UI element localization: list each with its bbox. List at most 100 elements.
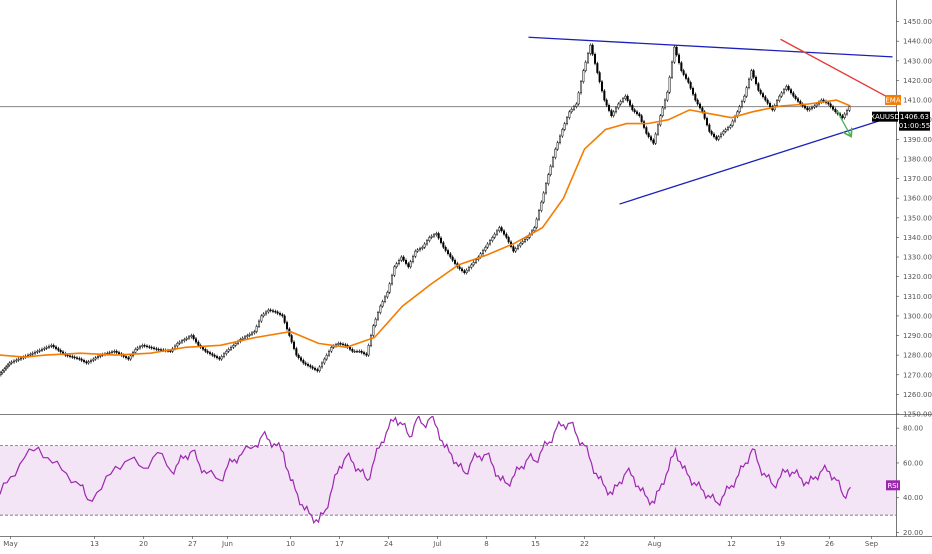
candle-body <box>641 116 643 122</box>
candle-body <box>345 345 347 346</box>
candle-body <box>583 71 585 82</box>
candle-body <box>144 345 146 346</box>
candle-body <box>599 73 601 82</box>
candle-body <box>160 350 162 351</box>
candle-body <box>228 349 230 351</box>
candle-body <box>639 114 641 116</box>
time-tick-label: 24 <box>384 540 393 548</box>
candle-body <box>230 347 232 349</box>
candle-body <box>485 247 487 250</box>
candle-body <box>223 354 225 357</box>
candle-body <box>697 100 699 104</box>
candle-body <box>592 45 594 54</box>
candle-body <box>319 367 321 371</box>
candle-body <box>293 342 295 349</box>
candle-body <box>629 101 631 106</box>
candle-body <box>762 94 764 97</box>
candle-body <box>835 109 837 112</box>
candle-body <box>832 107 834 110</box>
candle-body <box>403 257 405 260</box>
price-tick-label: 1360.00 <box>903 195 932 203</box>
candle-body <box>571 109 573 112</box>
candle-body <box>62 352 64 354</box>
time-tick-label: Jun <box>221 540 233 548</box>
time-tick-label: 27 <box>188 540 197 548</box>
time-tick-label: 26 <box>825 540 834 548</box>
candle-body <box>207 351 209 352</box>
candle-body <box>314 368 316 369</box>
candle-body <box>410 262 412 267</box>
candle-body <box>611 111 613 116</box>
candle-body <box>340 343 342 344</box>
candle-body <box>492 237 494 240</box>
candle-body <box>788 86 790 89</box>
candle-body <box>678 55 680 63</box>
candle-body <box>758 84 760 91</box>
candle-body <box>569 112 571 118</box>
candle-body <box>363 353 365 354</box>
candle-body <box>86 362 88 363</box>
candle-body <box>179 342 181 343</box>
candle-body <box>46 347 48 348</box>
candle-body <box>186 338 188 339</box>
candle-body <box>779 96 781 101</box>
candle-body <box>573 107 575 110</box>
candle-body <box>149 347 151 348</box>
candle-body <box>522 241 524 243</box>
price-tick-label: 1450.00 <box>903 18 932 26</box>
candle-body <box>249 334 251 335</box>
candle-body <box>646 128 648 134</box>
candle-body <box>156 349 158 350</box>
candle-body <box>251 333 253 334</box>
candle-body <box>296 349 298 356</box>
candle-body <box>468 267 470 270</box>
candle-body <box>585 62 587 71</box>
candle-body <box>284 316 286 323</box>
candle-body <box>440 238 442 243</box>
candle-body <box>461 269 463 271</box>
candle-body <box>177 343 179 346</box>
candle-body <box>97 356 99 357</box>
candle-body <box>723 131 725 134</box>
candle-body <box>513 247 515 252</box>
candle-body <box>13 361 15 362</box>
time-tick-label: 12 <box>727 540 736 548</box>
candle-body <box>562 129 564 136</box>
candle-body <box>9 363 11 365</box>
candle-body <box>536 219 538 228</box>
candle-body <box>277 312 279 313</box>
candle-body <box>769 103 771 106</box>
candle-body <box>219 358 221 359</box>
candle-body <box>81 359 83 360</box>
time-tick-label: May <box>3 540 17 548</box>
candle-body <box>158 349 160 350</box>
candle-body <box>809 109 811 110</box>
candle-body <box>394 267 396 276</box>
candle-body <box>338 343 340 344</box>
candle-body <box>625 96 627 99</box>
candle-body <box>79 358 81 359</box>
candle-body <box>627 96 629 101</box>
candle-body <box>382 302 384 307</box>
candle-body <box>181 341 183 342</box>
candle-body <box>475 260 477 263</box>
candle-body <box>748 79 750 88</box>
candle-body <box>732 121 734 126</box>
candle-body <box>361 351 363 352</box>
candle-body <box>216 356 218 357</box>
candle-body <box>202 347 204 349</box>
candle-body <box>326 355 328 359</box>
candle-body <box>268 310 270 312</box>
candle-body <box>352 349 354 351</box>
candle-body <box>83 360 85 361</box>
candle-body <box>303 360 305 363</box>
candle-body <box>146 346 148 347</box>
candle-body <box>69 356 71 357</box>
candle-body <box>310 366 312 367</box>
candle-body <box>473 262 475 265</box>
candle-body <box>422 247 424 248</box>
candle-body <box>527 237 529 239</box>
candle-body <box>580 82 582 93</box>
candle-body <box>795 96 797 99</box>
candle-body <box>618 104 620 108</box>
